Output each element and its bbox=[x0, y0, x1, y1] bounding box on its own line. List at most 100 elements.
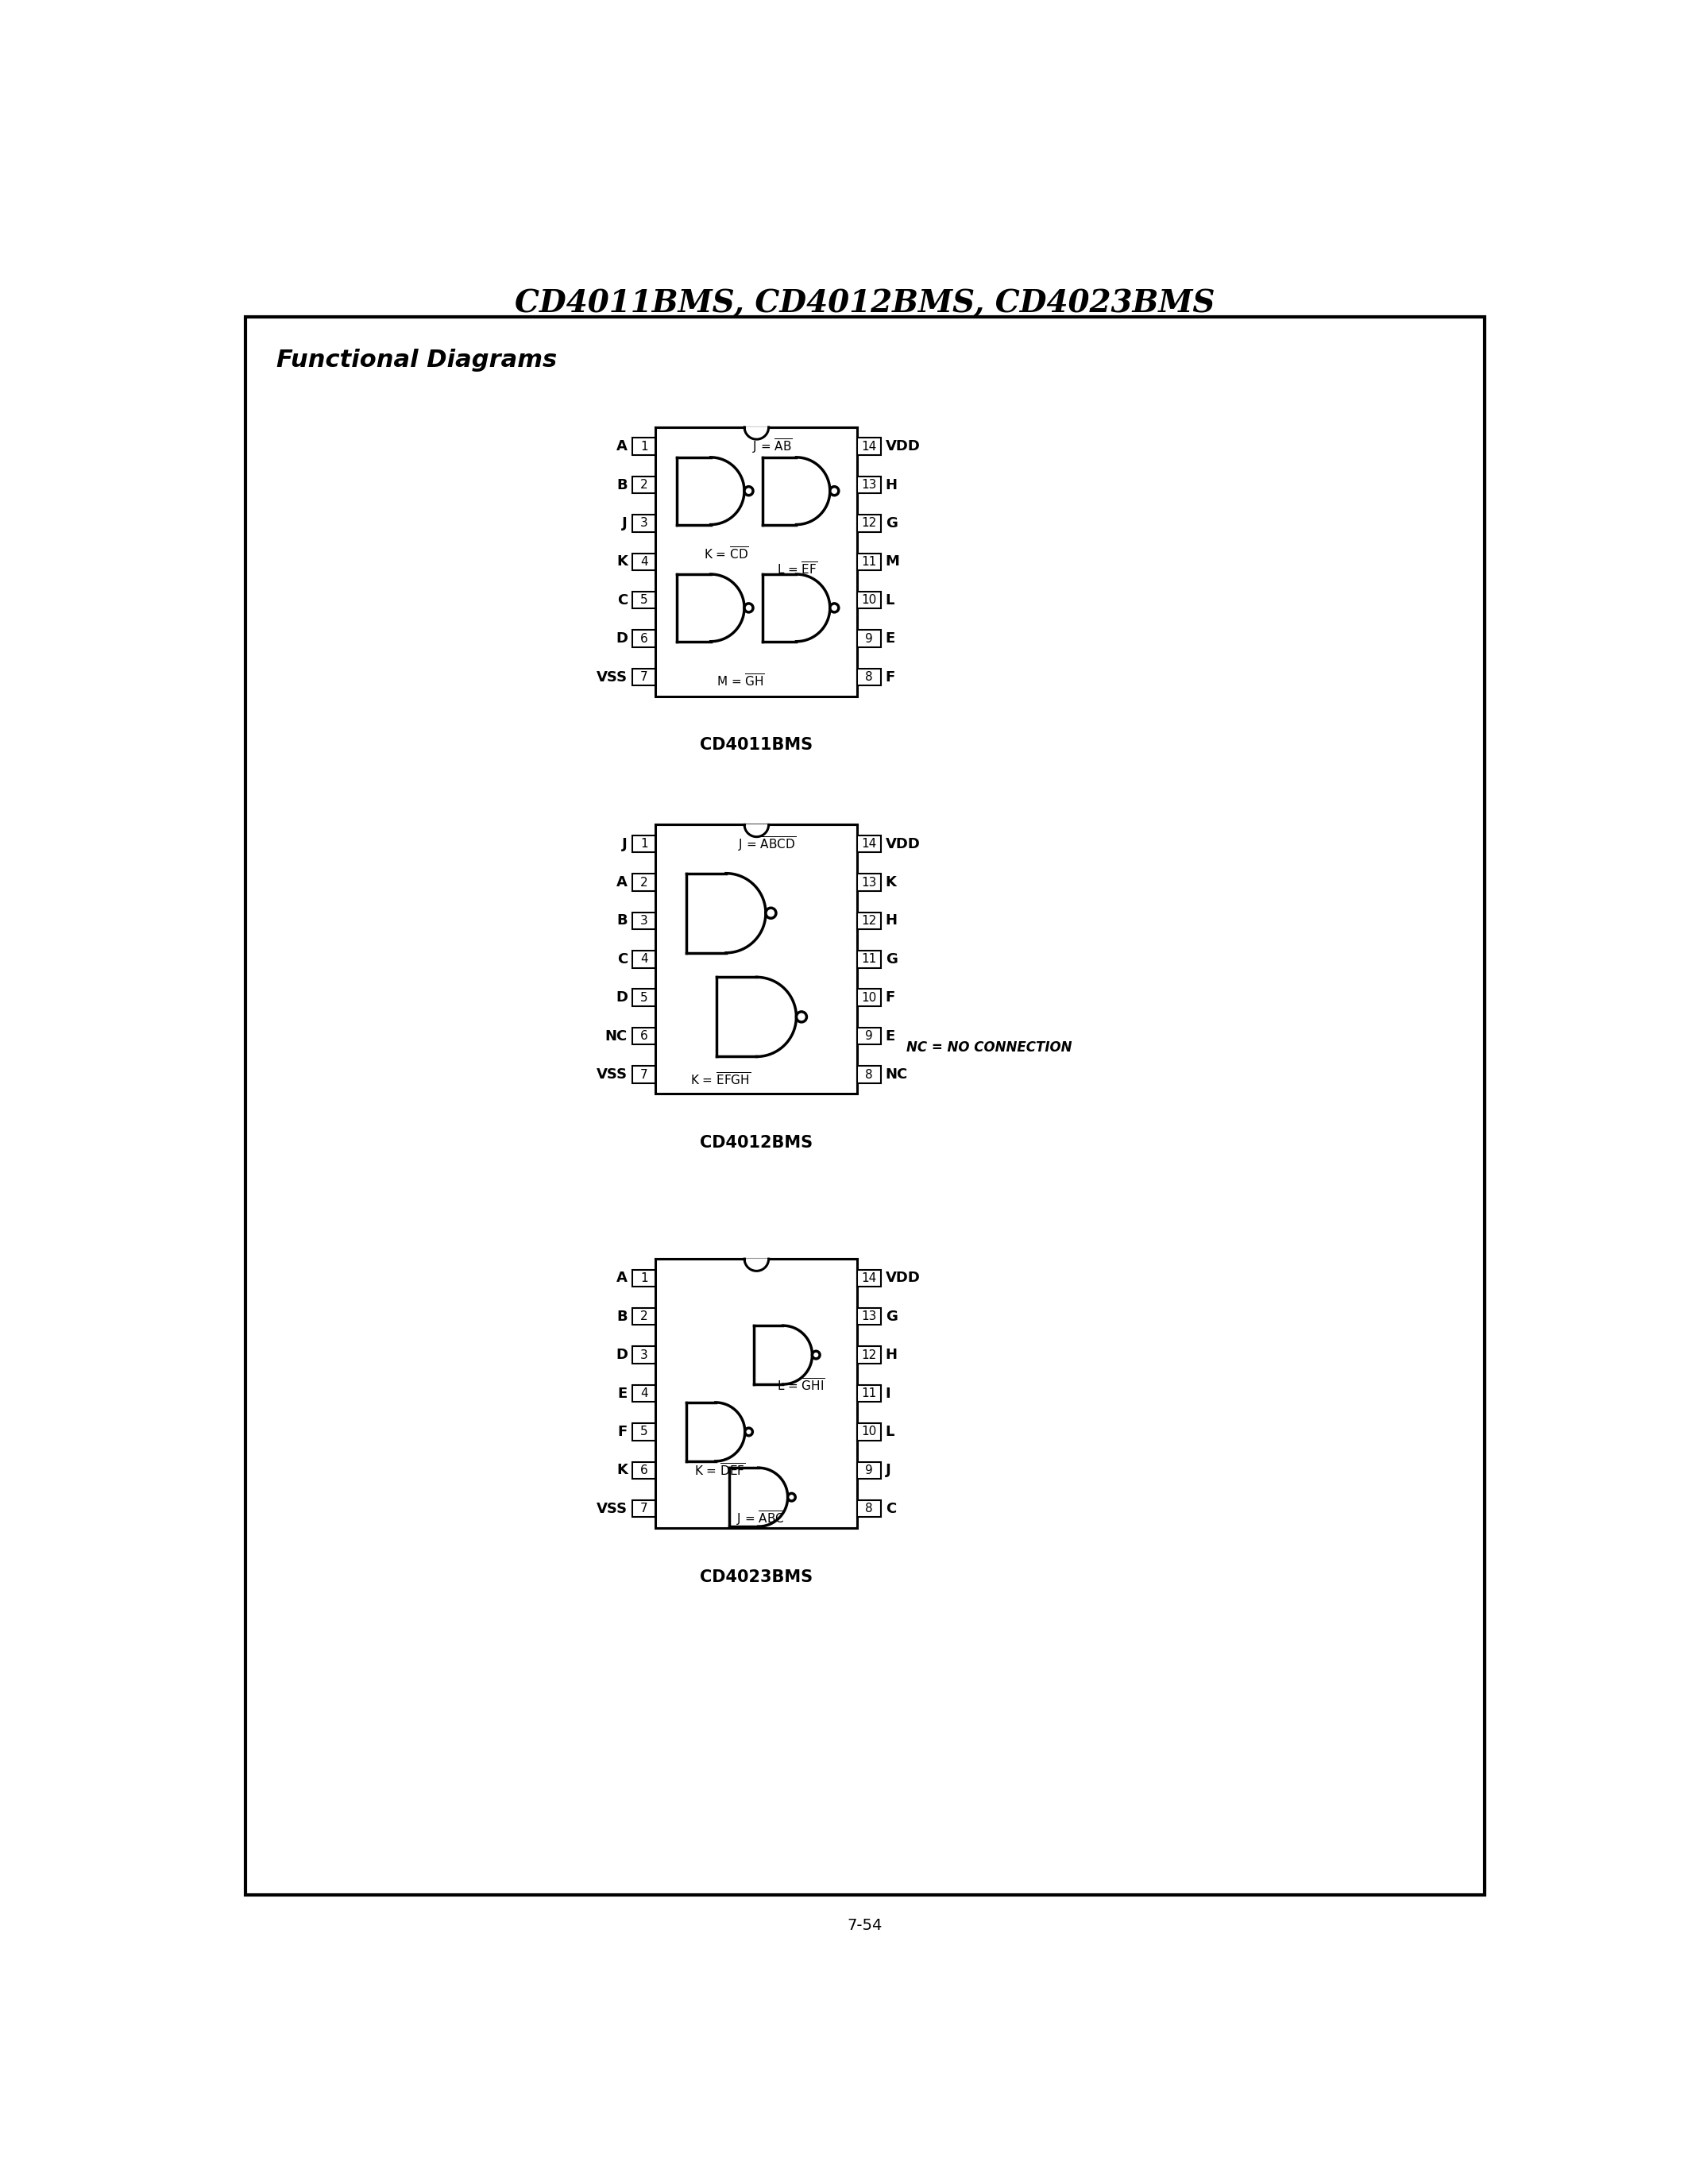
Bar bbox=[633, 1308, 655, 1326]
Bar bbox=[858, 476, 881, 494]
Bar bbox=[858, 1500, 881, 1518]
Text: E: E bbox=[886, 631, 895, 646]
Text: 4: 4 bbox=[640, 555, 648, 568]
Text: 11: 11 bbox=[861, 1387, 876, 1400]
Text: K: K bbox=[886, 876, 896, 889]
Text: 7: 7 bbox=[640, 1503, 648, 1516]
Text: 6: 6 bbox=[640, 633, 648, 644]
Text: 11: 11 bbox=[861, 555, 876, 568]
Text: B: B bbox=[616, 1310, 628, 1324]
Text: C: C bbox=[616, 952, 628, 965]
Text: J = $\overline{\mathregular{ABCD}}$: J = $\overline{\mathregular{ABCD}}$ bbox=[738, 834, 795, 854]
Bar bbox=[858, 834, 881, 852]
Bar bbox=[633, 592, 655, 609]
Bar bbox=[858, 1461, 881, 1479]
Text: C: C bbox=[886, 1503, 896, 1516]
Polygon shape bbox=[677, 574, 744, 642]
Text: D: D bbox=[616, 1348, 628, 1363]
Text: VSS: VSS bbox=[596, 670, 628, 684]
Text: 1: 1 bbox=[640, 441, 648, 452]
Bar bbox=[858, 1026, 881, 1044]
Text: K: K bbox=[616, 555, 628, 568]
Bar bbox=[633, 553, 655, 570]
Text: K = $\overline{\mathregular{CD}}$: K = $\overline{\mathregular{CD}}$ bbox=[704, 546, 749, 561]
Bar bbox=[858, 874, 881, 891]
Text: 6: 6 bbox=[640, 1031, 648, 1042]
Bar bbox=[633, 437, 655, 454]
Text: 3: 3 bbox=[640, 915, 648, 926]
Polygon shape bbox=[677, 456, 744, 524]
Text: J = $\overline{\mathregular{AB}}$: J = $\overline{\mathregular{AB}}$ bbox=[753, 437, 793, 456]
Bar bbox=[633, 1345, 655, 1363]
Text: F: F bbox=[886, 670, 895, 684]
Bar bbox=[858, 1269, 881, 1286]
Bar bbox=[655, 826, 858, 1094]
Text: Functional Diagrams: Functional Diagrams bbox=[277, 349, 557, 371]
Text: K = $\overline{\mathregular{DEF}}$: K = $\overline{\mathregular{DEF}}$ bbox=[694, 1463, 746, 1479]
Text: 10: 10 bbox=[861, 594, 876, 607]
Polygon shape bbox=[744, 826, 768, 836]
Text: 9: 9 bbox=[866, 1031, 873, 1042]
Polygon shape bbox=[763, 456, 830, 524]
Text: H: H bbox=[886, 1348, 898, 1363]
Text: VDD: VDD bbox=[886, 439, 920, 454]
Text: D: D bbox=[616, 631, 628, 646]
Bar bbox=[633, 515, 655, 533]
Text: 10: 10 bbox=[861, 1426, 876, 1437]
Bar bbox=[633, 1385, 655, 1402]
Text: CD4012BMS: CD4012BMS bbox=[701, 1136, 814, 1151]
Circle shape bbox=[744, 487, 753, 496]
Bar bbox=[858, 629, 881, 646]
Text: 3: 3 bbox=[640, 1350, 648, 1361]
Bar bbox=[858, 1345, 881, 1363]
Text: 14: 14 bbox=[861, 1271, 876, 1284]
Text: J: J bbox=[623, 515, 628, 531]
Text: NC = NO CONNECTION: NC = NO CONNECTION bbox=[906, 1040, 1072, 1055]
Bar bbox=[858, 950, 881, 968]
Text: 13: 13 bbox=[861, 478, 876, 491]
Text: CD4011BMS: CD4011BMS bbox=[701, 738, 814, 753]
Text: A: A bbox=[616, 1271, 628, 1284]
Text: G: G bbox=[886, 952, 898, 965]
Text: 10: 10 bbox=[861, 992, 876, 1005]
Bar bbox=[633, 629, 655, 646]
Bar bbox=[655, 1258, 858, 1529]
Polygon shape bbox=[753, 1326, 812, 1385]
Circle shape bbox=[744, 603, 753, 612]
Text: VDD: VDD bbox=[886, 836, 920, 852]
Text: F: F bbox=[886, 992, 895, 1005]
Text: 8: 8 bbox=[866, 1503, 873, 1516]
Text: 9: 9 bbox=[866, 1463, 873, 1476]
Text: 5: 5 bbox=[640, 1426, 648, 1437]
Text: 14: 14 bbox=[861, 441, 876, 452]
Text: D: D bbox=[616, 992, 628, 1005]
Bar bbox=[858, 1066, 881, 1083]
Bar bbox=[633, 950, 655, 968]
Text: L = $\overline{\mathregular{EF}}$: L = $\overline{\mathregular{EF}}$ bbox=[776, 561, 817, 577]
Circle shape bbox=[744, 1428, 753, 1435]
Text: VSS: VSS bbox=[596, 1068, 628, 1081]
Bar bbox=[633, 874, 655, 891]
Text: CD4023BMS: CD4023BMS bbox=[701, 1568, 814, 1586]
Bar bbox=[655, 428, 858, 697]
Text: E: E bbox=[618, 1387, 628, 1400]
Bar bbox=[633, 1424, 655, 1441]
Circle shape bbox=[830, 487, 839, 496]
Text: VSS: VSS bbox=[596, 1503, 628, 1516]
Text: CD4011BMS, CD4012BMS, CD4023BMS: CD4011BMS, CD4012BMS, CD4023BMS bbox=[515, 288, 1215, 319]
Text: 11: 11 bbox=[861, 952, 876, 965]
Bar bbox=[633, 989, 655, 1007]
Bar bbox=[633, 476, 655, 494]
Circle shape bbox=[797, 1011, 807, 1022]
Bar bbox=[633, 834, 655, 852]
Text: 8: 8 bbox=[866, 670, 873, 684]
Text: 12: 12 bbox=[861, 518, 876, 529]
Text: VDD: VDD bbox=[886, 1271, 920, 1284]
Bar bbox=[858, 1424, 881, 1441]
Polygon shape bbox=[729, 1468, 788, 1527]
Bar bbox=[858, 1385, 881, 1402]
Text: J: J bbox=[623, 836, 628, 852]
Text: L = $\overline{\mathregular{GHI}}$: L = $\overline{\mathregular{GHI}}$ bbox=[776, 1378, 825, 1393]
Text: A: A bbox=[616, 439, 628, 454]
Bar bbox=[858, 592, 881, 609]
